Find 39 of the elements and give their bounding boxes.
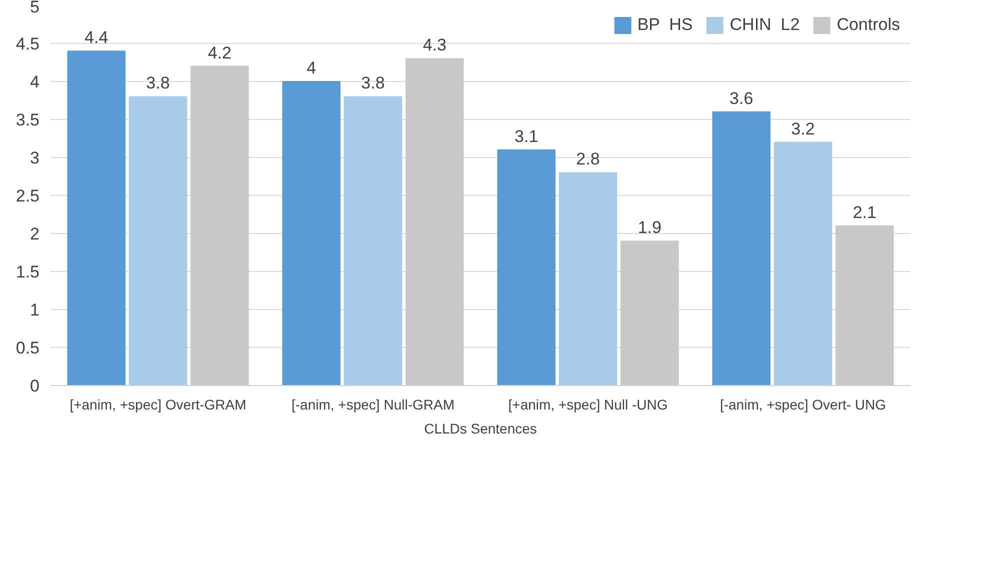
data-label: 4.3 (422, 36, 446, 55)
y-tick-label: 1 (30, 300, 40, 320)
bar (558, 172, 618, 386)
bar (712, 111, 771, 386)
x-tick-label: [+anim, +spec] Overt-GRAM (70, 396, 246, 412)
y-tick-label: 2.5 (16, 186, 40, 206)
legend-label: CHIN L2 (730, 15, 800, 35)
data-label: 3.6 (730, 88, 754, 108)
y-tick-label: 1.5 (16, 262, 40, 282)
bar (128, 96, 188, 386)
data-label: 2.8 (576, 150, 600, 169)
y-tick-label: 2 (30, 224, 40, 244)
data-label: 4.4 (84, 28, 108, 48)
x-tick-label: [-anim, +spec] Null-GRAM (292, 396, 454, 412)
x-axis-title: CLLDs Sentences (424, 420, 537, 436)
bar (282, 81, 341, 386)
y-tick-label: 4.5 (16, 34, 40, 54)
y-tick-label: 3.5 (16, 110, 40, 130)
bar (344, 96, 402, 386)
data-label: 1.9 (638, 218, 662, 238)
data-label: 4 (306, 58, 316, 78)
data-label: 3.8 (361, 74, 385, 93)
y-tick-label: 5 (30, 0, 40, 16)
bar (497, 149, 556, 386)
data-label: 3.2 (791, 119, 815, 138)
bar (774, 142, 832, 386)
legend-label: BP HS (637, 15, 693, 35)
data-label: 4.2 (208, 43, 232, 62)
data-label: 2.1 (852, 202, 876, 222)
bar (67, 50, 126, 386)
x-tick-label: [+anim, +spec] Null -UNG (508, 396, 668, 412)
legend-label: Controls (836, 15, 900, 35)
data-label: 3.1 (514, 126, 538, 146)
y-tick-label: 3 (30, 148, 40, 168)
y-tick-label: 0.5 (16, 338, 40, 358)
y-tick-label: 4 (30, 72, 40, 92)
x-tick-label: [-anim, +spec] Overt- UNG (720, 396, 886, 412)
data-label: 3.8 (146, 74, 170, 93)
y-tick-label: 0 (30, 376, 40, 396)
